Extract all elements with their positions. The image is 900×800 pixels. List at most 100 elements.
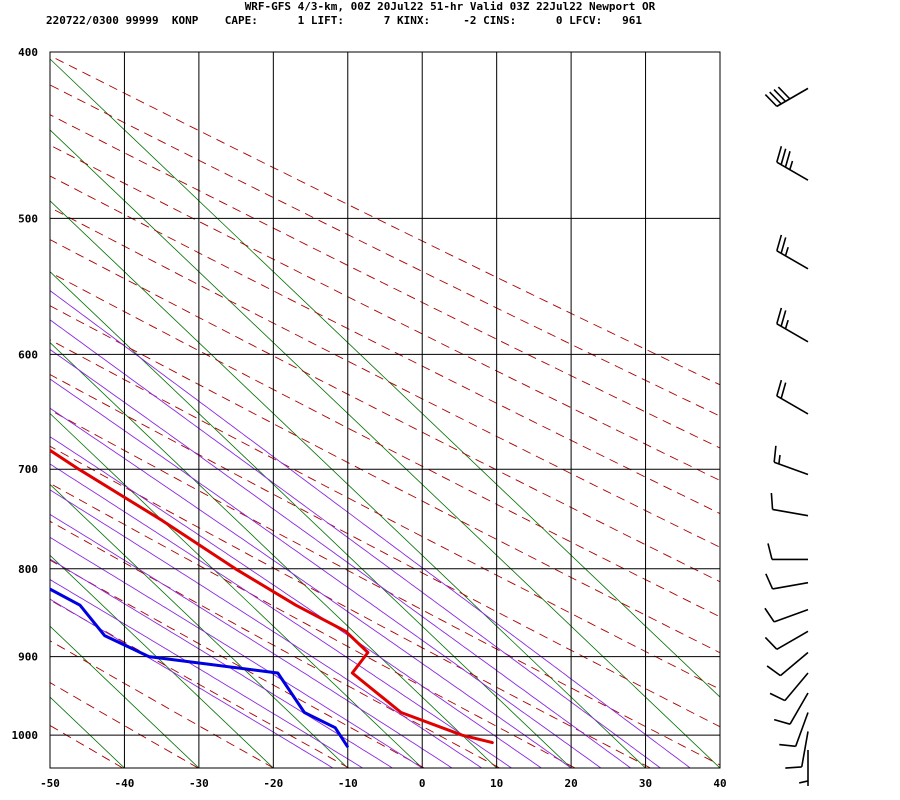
chart-grid <box>49 51 721 769</box>
wind-barb-flag <box>777 86 791 100</box>
dry-adiabat-line <box>50 373 720 728</box>
temperature-profile <box>50 448 494 745</box>
moist-adiabat-line <box>50 290 691 768</box>
dry-adiabat-line <box>50 520 500 768</box>
wind-barb-flag <box>776 234 783 252</box>
moist-adiabat-line <box>50 489 483 768</box>
wind-barb-flag <box>779 743 796 748</box>
wind-barb <box>767 543 808 561</box>
wind-barb-staff <box>784 672 809 702</box>
wind-barb-staff <box>779 651 809 677</box>
wind-barb <box>765 573 809 590</box>
isotherm-lines <box>50 58 720 768</box>
wind-barb-flag <box>780 148 787 165</box>
axis-ticks: -50 -40 -30 -20 -10 0 10 20 30 40 400 500 600 700 800 9… <box>12 46 727 790</box>
isotherm-line <box>50 412 423 768</box>
wind-barb-flag <box>780 310 787 327</box>
moist-adiabat-line <box>50 378 602 768</box>
x-tick-label: -20 <box>263 777 283 790</box>
wind-barb-flag <box>764 93 778 107</box>
wind-barb <box>764 86 809 108</box>
wind-barb <box>776 234 809 270</box>
wind-barb-flag <box>764 636 778 650</box>
wind-barb-staff <box>794 712 809 747</box>
wind-barb-flag <box>767 543 773 560</box>
wind-barb-flag <box>776 146 783 163</box>
wind-barb-flag <box>773 88 787 102</box>
y-tick-label: 400 <box>18 46 38 59</box>
dry-adiabat-lines <box>50 55 720 768</box>
wind-barb-flag <box>773 445 777 463</box>
dry-adiabat-line <box>50 55 720 386</box>
wind-barb-half-flag <box>799 780 809 784</box>
wind-barb-staff <box>776 161 809 181</box>
wind-barb-flag <box>764 607 775 623</box>
wind-barb-staff <box>776 630 809 651</box>
wind-barb-flag <box>766 665 781 677</box>
y-tick-label: 1000 <box>12 729 39 742</box>
moist-adiabat-line <box>50 319 661 768</box>
y-tick-label: 900 <box>18 651 38 664</box>
isotherm-line <box>50 342 497 768</box>
wind-barb-half-flag <box>784 319 789 330</box>
sounding-profiles <box>50 448 494 748</box>
chart-header-line1: WRF-GFS 4/3-km, 00Z 20Jul22 51-hr Valid … <box>244 0 656 13</box>
isotherm-line <box>50 483 349 768</box>
wind-barb-flag <box>780 382 787 399</box>
dry-adiabat-line <box>50 339 720 690</box>
dry-adiabat-line <box>50 640 274 768</box>
isotherm-line <box>50 129 720 768</box>
moist-adiabat-line <box>50 558 393 768</box>
x-tick-label: 30 <box>639 777 652 790</box>
wind-barb-half-flag <box>778 454 781 465</box>
moist-adiabat-line <box>50 407 572 768</box>
isotherm-line <box>50 200 646 768</box>
dry-adiabat-line <box>50 271 720 618</box>
wind-barb <box>769 672 809 702</box>
x-tick-label: -30 <box>189 777 209 790</box>
x-tick-label: -10 <box>338 777 358 790</box>
moist-adiabat-line <box>50 348 631 768</box>
wind-barb-flag <box>773 718 791 725</box>
wind-barb-flag <box>776 379 783 397</box>
dry-adiabat-line <box>50 599 350 768</box>
wind-barb-staff <box>776 87 809 108</box>
wind-barb-staff <box>772 581 809 590</box>
wind-barb-staff <box>776 250 809 270</box>
x-tick-label: 0 <box>419 777 426 790</box>
wind-barb-staff <box>789 692 809 725</box>
wind-barb <box>764 607 809 623</box>
wind-barb <box>773 445 809 476</box>
chart-header-line2: 220722/0300 99999 KONP CAPE: 1 LIFT: 7 K… <box>46 14 643 27</box>
y-tick-label: 600 <box>18 348 38 361</box>
wind-barb-flag <box>785 766 802 769</box>
wind-barb-flag <box>780 237 787 254</box>
moist-adiabat-line <box>50 513 453 768</box>
wind-barb-flag <box>776 307 783 325</box>
isotherm-line <box>50 554 274 768</box>
dry-adiabat-line <box>50 84 720 417</box>
y-tick-label: 700 <box>18 463 38 476</box>
isotherm-line <box>50 271 572 768</box>
moist-adiabat-lines <box>50 290 691 768</box>
dry-adiabat-line <box>50 559 425 768</box>
dry-adiabat-line <box>50 409 720 766</box>
wind-barb-staff <box>800 731 809 768</box>
wind-barb-staff <box>772 508 809 517</box>
x-tick-label: 10 <box>490 777 503 790</box>
wind-barb-flag <box>765 573 774 590</box>
dry-adiabat-line <box>50 144 720 481</box>
wind-barbs <box>764 86 809 786</box>
wind-barb <box>785 731 809 769</box>
x-tick-label: -40 <box>115 777 135 790</box>
wind-barb <box>799 749 809 786</box>
wind-barb <box>779 712 809 748</box>
wind-barb-flag <box>769 91 782 105</box>
wind-barb-half-flag <box>784 246 789 257</box>
dry-adiabat-line <box>50 445 651 768</box>
moist-adiabat-line <box>50 463 512 768</box>
dry-adiabat-line <box>50 207 720 548</box>
wind-barb-staff <box>773 461 809 476</box>
wind-barb-staff <box>776 323 809 343</box>
